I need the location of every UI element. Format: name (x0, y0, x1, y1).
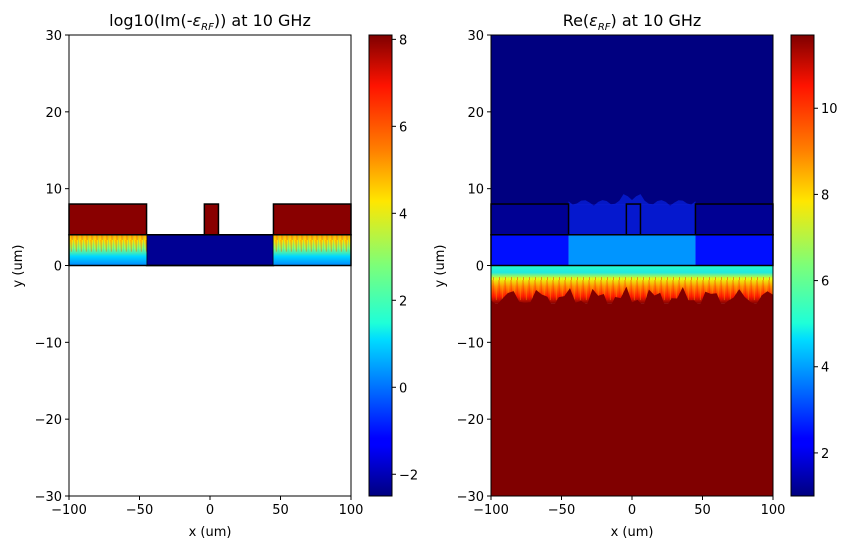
right-region-substrate-transition-texture (491, 277, 773, 301)
left-x-axis-label: x (um) (189, 525, 232, 540)
left-x-tick-label: −100 (51, 503, 87, 518)
left-region-left-electrode (68, 203, 148, 236)
right-x-tick-label: 50 (694, 503, 711, 518)
right-region-air (491, 35, 773, 205)
left-heatmap-regions (68, 203, 352, 267)
right-y-tick-label: 0 (476, 260, 484, 275)
right-region-side-slab (491, 234, 569, 266)
left-region-center-electrode (203, 203, 220, 236)
left-region-right-doped-region-texture (273, 234, 351, 252)
right-region-central-slab (568, 234, 696, 266)
right-field-shimmer (568, 194, 696, 235)
left-panel: log10(Im(-εRF)) at 10 GHz −100 −50 0 50 100 … (11, 11, 418, 540)
left-y-axis-label: y (um) (11, 245, 26, 288)
left-colorbar-tick-label: 4 (399, 207, 407, 222)
right-x-tick-label: 100 (761, 503, 786, 518)
right-x-tick-label: −50 (548, 503, 575, 518)
right-colorbar-tick-label: 6 (821, 275, 829, 290)
left-chart-title: log10(Im(-εRF)) at 10 GHz (109, 11, 311, 33)
left-colorbar (368, 34, 393, 497)
left-y-tick-label: 30 (45, 29, 62, 44)
left-colorbar-ticks: −2 0 2 4 6 8 (392, 33, 418, 483)
right-y-tick-label: −30 (457, 490, 484, 505)
left-y-tick-label: 20 (45, 106, 62, 121)
left-x-tick-label: 0 (206, 503, 214, 518)
left-colorbar-tick-label: 6 (399, 120, 407, 135)
left-colorbar-tick-label: −2 (399, 468, 418, 483)
right-x-tick-label: 0 (628, 503, 636, 518)
left-x-tick-label: 100 (339, 503, 364, 518)
left-y-tick-label: 0 (54, 260, 62, 275)
left-colorbar-tick-label: 2 (399, 294, 407, 309)
right-y-axis-label: y (um) (433, 245, 448, 288)
left-region-central-slab (145, 234, 275, 267)
right-substrate-edge (491, 286, 773, 496)
right-panel: Re(εRF) at 10 GHz −100 −50 0 50 100 −30−20−1… (433, 11, 838, 540)
right-x-axis-label: x (um) (611, 525, 654, 540)
right-y-tick-label: −20 (457, 413, 484, 428)
right-x-ticks: −100 −50 0 50 100 (473, 496, 785, 518)
left-x-tick-label: −50 (126, 503, 153, 518)
right-heatmap-regions (490, 35, 774, 496)
right-x-tick-label: −100 (473, 503, 509, 518)
right-y-tick-label: 10 (467, 183, 484, 198)
right-colorbar-tick-label: 2 (821, 447, 829, 462)
left-region-right-electrode (272, 203, 352, 236)
left-region-left-doped-region-texture (69, 234, 147, 252)
left-y-tick-label: −20 (35, 413, 62, 428)
right-colorbar-tick-label: 10 (821, 102, 838, 117)
left-colorbar-tick-label: 8 (399, 33, 407, 48)
right-colorbar-tick-label: 8 (821, 188, 829, 203)
left-y-tick-label: 10 (45, 183, 62, 198)
right-y-tick-label: 30 (467, 29, 484, 44)
right-region-side-slab (695, 234, 773, 266)
left-colorbar-tick-label: 0 (399, 381, 407, 396)
left-y-tick-label: −10 (35, 336, 62, 351)
left-x-tick-label: 50 (272, 503, 289, 518)
right-colorbar (790, 34, 815, 497)
right-y-tick-label: −10 (457, 336, 484, 351)
right-y-tick-label: 20 (467, 106, 484, 121)
left-y-tick-label: −30 (35, 490, 62, 505)
right-y-ticks: −30 −20 −10 0 10 20 30 (457, 29, 491, 505)
left-y-ticks: −30 −20 −10 0 10 20 30 (35, 29, 69, 505)
right-colorbar-ticks: 2 4 6 8 10 (814, 102, 838, 462)
right-colorbar-tick-label: 4 (821, 361, 829, 376)
right-chart-title: Re(εRF) at 10 GHz (563, 11, 702, 33)
left-x-ticks: −100 −50 0 50 100 (51, 496, 363, 518)
